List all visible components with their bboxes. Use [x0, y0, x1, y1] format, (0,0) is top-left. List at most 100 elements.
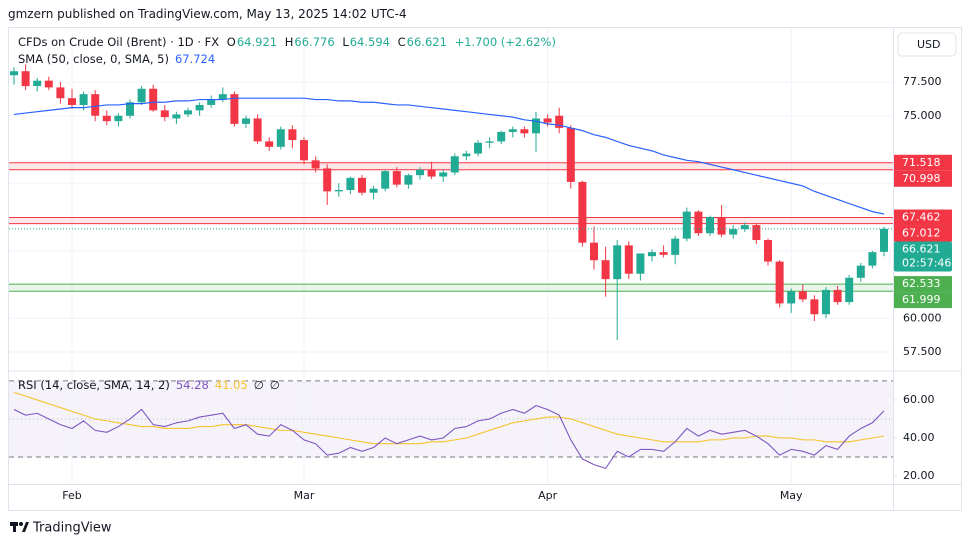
candle-body	[856, 265, 865, 278]
candle-body	[218, 94, 227, 100]
candle-body	[601, 260, 610, 280]
candle-body	[717, 217, 726, 235]
candle-body	[427, 169, 436, 177]
symbol: CFDs on Crude Oil (Brent) · 1D · FX	[18, 35, 220, 49]
candle-body	[775, 261, 784, 304]
candle-body	[497, 131, 506, 142]
rsi-ma-line	[13, 391, 885, 445]
candle-body	[126, 102, 134, 116]
candle-body	[822, 289, 830, 315]
candle-body	[613, 245, 622, 280]
level-label: 71.518	[902, 156, 941, 169]
candle-body	[79, 94, 88, 105]
candle-body	[44, 80, 53, 88]
candle-body	[253, 118, 262, 142]
candle-body	[764, 239, 772, 262]
x-tick-label: Feb	[62, 489, 81, 502]
candle-body	[184, 110, 192, 115]
logo	[10, 522, 29, 532]
level-box	[894, 292, 952, 309]
candle-body	[56, 87, 65, 99]
candle-body	[543, 118, 552, 123]
candle-body	[369, 188, 378, 193]
frame	[8, 27, 962, 511]
candle-body	[590, 242, 598, 261]
x-tick-label: Mar	[294, 489, 315, 502]
candle-body	[392, 171, 401, 185]
candle-body	[288, 129, 297, 141]
candle-body	[265, 141, 274, 147]
change: +1.700 (+2.62%)	[454, 35, 556, 49]
candle-body	[33, 80, 42, 87]
level-label: 70.998	[902, 172, 941, 185]
candle-body	[91, 94, 100, 116]
currency-box	[897, 32, 957, 57]
candle-body	[462, 153, 471, 157]
candle-body	[21, 71, 30, 87]
last-price-label: 66.621	[902, 243, 941, 256]
candle-body	[636, 253, 645, 274]
y-tick-label: 60.000	[903, 311, 942, 324]
countdown: 02:57:46	[902, 257, 951, 270]
candle-body	[68, 98, 76, 105]
candle-body	[868, 252, 877, 266]
y-tick-label: 40.00	[903, 431, 935, 444]
y-tick-label: 20.00	[903, 469, 935, 482]
ohlc-label: C	[397, 35, 406, 49]
sma-name: SMA (50, close, 0, SMA, 5)	[18, 52, 169, 66]
x-tick-label: Apr	[538, 489, 558, 502]
candle-body	[485, 141, 494, 143]
candle-body	[845, 277, 854, 303]
candle-body	[381, 171, 390, 189]
candle-body	[276, 129, 285, 147]
rsi-line	[13, 405, 885, 470]
zone	[9, 284, 893, 292]
candle-body	[346, 177, 355, 191]
level-box	[894, 170, 952, 187]
candle-body	[311, 160, 320, 169]
candle-body	[578, 181, 587, 243]
candle-body	[520, 129, 529, 134]
candle-body	[207, 99, 216, 105]
candle-body	[242, 118, 250, 124]
level-label: 67.462	[902, 211, 941, 224]
candle-body	[508, 129, 517, 132]
candle-body	[671, 238, 680, 255]
candle-body	[532, 118, 540, 134]
y-tick-label: 75.000	[903, 109, 942, 122]
candle-body	[624, 245, 633, 274]
ohlc-label: L	[342, 35, 349, 49]
last-price-box	[894, 241, 952, 272]
publisher: gmzern published on TradingView.com, May…	[8, 7, 407, 21]
price-pane	[9, 28, 893, 370]
ohlc-label: O	[226, 35, 236, 49]
candle-body	[172, 114, 181, 119]
candle-body	[555, 115, 564, 128]
currency: USD	[917, 38, 941, 51]
rsi-extra: ∅	[269, 378, 280, 392]
x-tick-label: May	[780, 489, 803, 502]
rsi-ma-value: 41.05	[214, 378, 248, 392]
candle-body	[694, 211, 703, 234]
candle-body	[706, 217, 714, 234]
level-label: 61.999	[902, 293, 941, 306]
candle-body	[195, 104, 204, 111]
candle-body	[682, 211, 691, 239]
candle-body	[114, 115, 123, 122]
rsi-title: RSI (14, close, SMA, 14, 2)	[18, 378, 170, 392]
y-tick-label: 57.500	[903, 345, 942, 358]
rsi-legend: RSI (14, close, SMA, 14, 2) 54.28 41.05 ∅ ∅	[18, 378, 280, 392]
candle-body	[334, 190, 343, 192]
candle-body	[137, 88, 146, 103]
candle-body	[787, 291, 796, 304]
candle-body	[102, 115, 111, 122]
candle-body	[439, 172, 448, 177]
level-box	[894, 154, 952, 171]
sma-line	[13, 97, 885, 215]
candle-body	[323, 168, 332, 192]
level-label: 67.012	[902, 227, 941, 240]
ohlc-value: 66.621	[406, 35, 447, 49]
candle-body	[404, 175, 413, 185]
level-label: 62.533	[902, 277, 941, 290]
candle-body	[659, 252, 668, 255]
